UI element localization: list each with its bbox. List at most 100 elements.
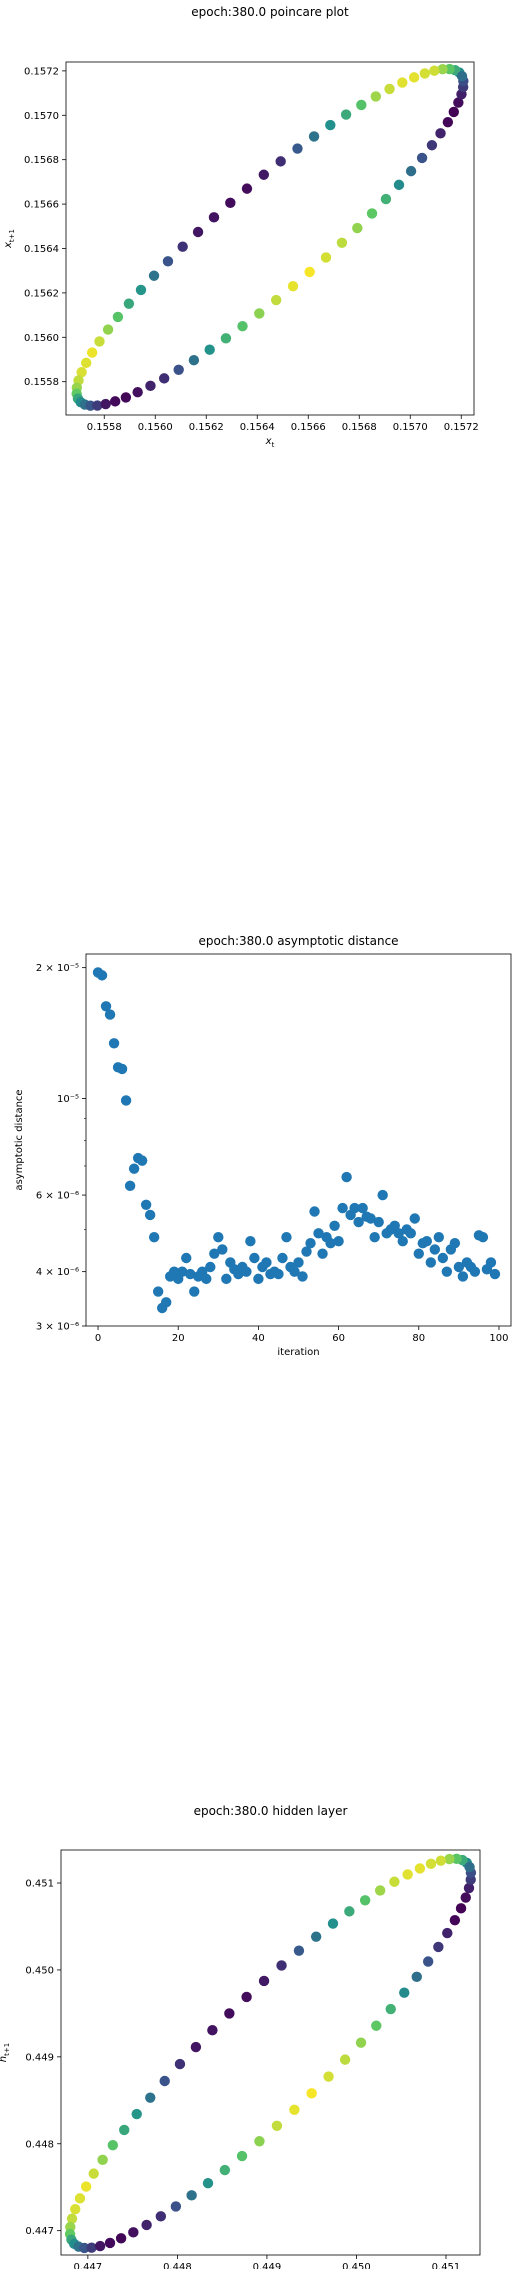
x-tick-label: 0.1570 [393, 422, 428, 433]
data-point [359, 1895, 371, 1906]
x-tick-label: 0.1572 [444, 422, 479, 433]
data-point [254, 308, 265, 319]
data-point [94, 2240, 106, 2252]
data-point [100, 1001, 112, 1012]
data-point [422, 1956, 434, 1967]
data-point [408, 72, 420, 83]
data-point [102, 324, 114, 335]
data-point [86, 347, 98, 358]
data-point [293, 1945, 305, 1956]
data-point [305, 1238, 316, 1249]
x-tick-label: 0.1568 [342, 422, 377, 433]
data-point [339, 2054, 351, 2065]
data-point [145, 380, 156, 392]
data-point [370, 91, 382, 102]
data-point [66, 2213, 78, 2224]
data-point [419, 68, 431, 79]
data-point [409, 1213, 420, 1224]
data-point [81, 357, 92, 369]
data-point [380, 193, 392, 205]
data-point [174, 2058, 186, 2070]
data-point [442, 1927, 453, 1939]
data-point [148, 1232, 160, 1243]
x-axis-label: xt [265, 436, 275, 449]
data-point [355, 2037, 367, 2048]
data-point [159, 2075, 170, 2087]
data-point [413, 1248, 424, 1259]
data-point [393, 179, 405, 191]
data-point [353, 1216, 364, 1228]
data-point [119, 2124, 130, 2136]
plot-frame [65, 61, 475, 416]
x-tick-label: 0.451 [432, 2262, 461, 2269]
data-point [365, 1213, 376, 1224]
data-point [425, 1858, 437, 1870]
data-point [258, 1975, 270, 1987]
data-point [221, 1273, 232, 1285]
data-point [385, 2003, 396, 2015]
data-point [162, 256, 174, 267]
data-point [457, 1271, 469, 1282]
data-point [377, 1189, 388, 1201]
data-point [258, 169, 270, 180]
data-point [397, 1235, 408, 1247]
data-point [209, 1248, 220, 1259]
data-point [460, 1892, 471, 1903]
data-point [201, 1273, 212, 1285]
data-point [313, 1228, 324, 1239]
data-point [207, 2024, 218, 2036]
data-point [357, 1202, 368, 1214]
data-point [271, 2120, 283, 2131]
data-point [469, 1266, 481, 1277]
data-point [435, 128, 446, 139]
data-point [464, 1861, 475, 1873]
data-point [217, 1244, 228, 1255]
data-point [241, 183, 253, 194]
data-point [241, 1266, 252, 1277]
data-point [309, 1206, 320, 1217]
data-point [190, 2041, 202, 2053]
data-point [402, 1869, 413, 1880]
y-tick-label: 0.1562 [24, 288, 59, 299]
y-tick-label: 0.1568 [24, 155, 59, 166]
data-point [444, 1853, 455, 1865]
data-point [456, 70, 468, 82]
data-point [177, 241, 188, 252]
data-point [477, 1232, 489, 1243]
data-point [213, 1232, 224, 1243]
data-point [97, 2154, 108, 2166]
data-point [489, 1268, 501, 1280]
data-point [104, 2237, 116, 2249]
data-point [304, 266, 315, 278]
data-point [192, 226, 204, 238]
data-point [152, 1286, 164, 1297]
data-point [336, 237, 348, 248]
data-point [104, 1009, 116, 1020]
y-axis-label: ht+1 [0, 2043, 11, 2062]
data-point [421, 1235, 433, 1247]
data-point [88, 2168, 99, 2179]
data-point [160, 1297, 172, 1308]
data-point [435, 1855, 447, 1866]
x-axis-label: iteration [277, 1347, 319, 1358]
data-point [76, 366, 87, 378]
data-point [208, 212, 220, 223]
data-point [115, 2233, 127, 2244]
chart-title: epoch:380.0 hidden layer [194, 1804, 348, 1818]
x-tick-label: 0.448 [163, 2262, 192, 2269]
data-point [337, 1202, 348, 1214]
data-point [441, 1266, 453, 1277]
data-point [135, 284, 147, 296]
data-point [325, 119, 336, 131]
data-point [225, 197, 236, 209]
x-tick-label: 0.447 [74, 2262, 103, 2269]
data-point [123, 298, 135, 309]
data-point [293, 1257, 304, 1268]
data-point [356, 99, 367, 111]
y-tick-label: 0.451 [25, 1879, 54, 1890]
data-point [158, 373, 170, 384]
data-point [241, 1991, 252, 2003]
y-tick-label: 0.1558 [24, 377, 59, 388]
data-point [297, 1271, 308, 1282]
